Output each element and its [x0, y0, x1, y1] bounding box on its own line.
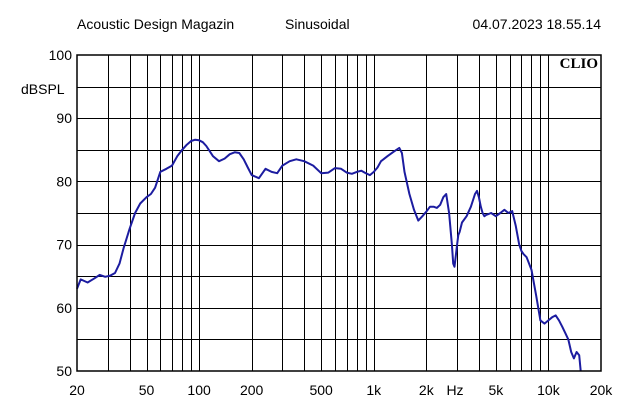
y-tick-label: 70	[56, 237, 72, 253]
brand-logo: CLIO	[560, 56, 598, 72]
y-tick-label: 90	[56, 110, 72, 126]
y-tick-label: 60	[56, 300, 72, 316]
x-tick-label: 200	[240, 382, 264, 398]
y-axis-label: dBSPL	[21, 81, 65, 97]
x-unit-label: Hz	[446, 382, 463, 398]
x-tick-label: 5k	[488, 382, 504, 398]
x-tick-label: 500	[309, 382, 333, 398]
x-tick-label: 100	[187, 382, 211, 398]
y-tick-label: 100	[49, 47, 73, 63]
x-tick-label: 20k	[590, 382, 614, 398]
tick-labels: 100 90 80 70 60 50 20 50 100 200 500 1k 2k 5k 10k 20k	[49, 47, 614, 398]
y-tick-label: 50	[56, 363, 72, 379]
plot-frame	[76, 54, 602, 372]
timestamp-label: 04.07.2023 18.55.14	[473, 16, 602, 32]
brand-badge-bg	[555, 56, 600, 72]
x-tick-label: 20	[69, 382, 85, 398]
x-tick-label: 2k	[419, 382, 435, 398]
mode-label: Sinusoidal	[285, 16, 350, 32]
x-tick-label: 10k	[537, 382, 561, 398]
publisher-label: Acoustic Design Magazin	[77, 16, 234, 32]
y-tick-label: 80	[56, 173, 72, 189]
x-tick-label: 1k	[366, 382, 382, 398]
response-curve	[76, 138, 582, 372]
x-tick-label: 50	[139, 382, 155, 398]
